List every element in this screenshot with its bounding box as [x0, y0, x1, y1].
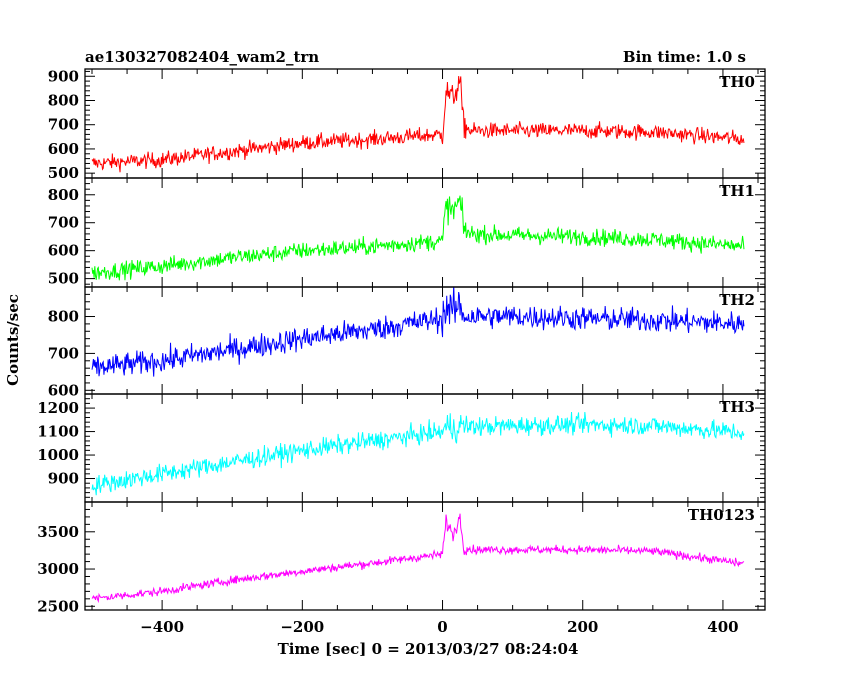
panel-th2: 600 700 800 TH2	[48, 286, 766, 399]
panel-label-th0123: TH0123	[688, 506, 755, 524]
y-tick-label: 600	[48, 242, 79, 260]
x-tick-label: 200	[567, 618, 598, 636]
y-tick-label: 800	[48, 91, 79, 109]
series-line-th2	[91, 287, 745, 377]
y-tick-label: 700	[48, 344, 79, 362]
series-line-th0	[91, 76, 745, 173]
chart-title: ae130327082404_wam2_trn	[85, 48, 319, 66]
panel-label-th2: TH2	[719, 291, 755, 309]
panel-th3: 900 1000 1100 1200 TH3	[37, 393, 766, 503]
y-tick-label: 1200	[37, 399, 79, 417]
series-line-th3	[91, 411, 745, 496]
y-tick-label: 900	[48, 470, 79, 488]
y-axis-label: Counts/sec	[4, 294, 22, 386]
y-tick-label: 1000	[37, 446, 79, 464]
series-line-th1	[91, 195, 745, 281]
y-tick-label: 800	[48, 186, 79, 204]
panel-th0: 500 600 700 800 900 TH0	[48, 67, 766, 182]
panels: 500 600 700 800 900 TH0 500 600 700 800 TH1 600 700 8…	[37, 67, 766, 636]
y-tick-label: 800	[48, 308, 79, 326]
chart-subtitle: Bin time: 1.0 s	[623, 48, 746, 66]
panel-frame	[84, 68, 766, 179]
panel-th1: 500 600 700 800 TH1	[48, 177, 766, 288]
y-tick-label: 600	[48, 381, 79, 399]
y-tick-label: 3000	[37, 560, 79, 578]
y-tick-label: 3500	[37, 523, 79, 541]
series-line-th0123	[91, 513, 745, 604]
y-tick-label: 700	[48, 214, 79, 232]
panel-th0123: 2500 3000 3500 TH0123	[37, 501, 766, 615]
panel-frame	[84, 286, 766, 395]
panel-frame	[84, 393, 766, 503]
y-tick-label: 500	[48, 270, 79, 288]
panel-label-th0: TH0	[719, 73, 755, 91]
x-tick-label: −200	[280, 618, 324, 636]
x-axis-label: Time [sec] 0 = 2013/03/27 08:24:04	[278, 640, 579, 658]
y-tick-label: 600	[48, 140, 79, 158]
y-tick-label: 2500	[37, 597, 79, 615]
x-tick-label: −400	[140, 618, 184, 636]
y-tick-label: 700	[48, 116, 79, 134]
panel-frame	[84, 177, 766, 288]
panel-label-th3: TH3	[719, 398, 755, 416]
panel-label-th1: TH1	[719, 182, 755, 200]
x-tick-label: 400	[707, 618, 738, 636]
x-tick-label: 0	[437, 618, 447, 636]
panel-frame	[84, 501, 766, 611]
y-tick-label: 500	[48, 164, 79, 182]
y-tick-label: 1100	[37, 423, 79, 441]
y-tick-label: 900	[48, 67, 79, 85]
